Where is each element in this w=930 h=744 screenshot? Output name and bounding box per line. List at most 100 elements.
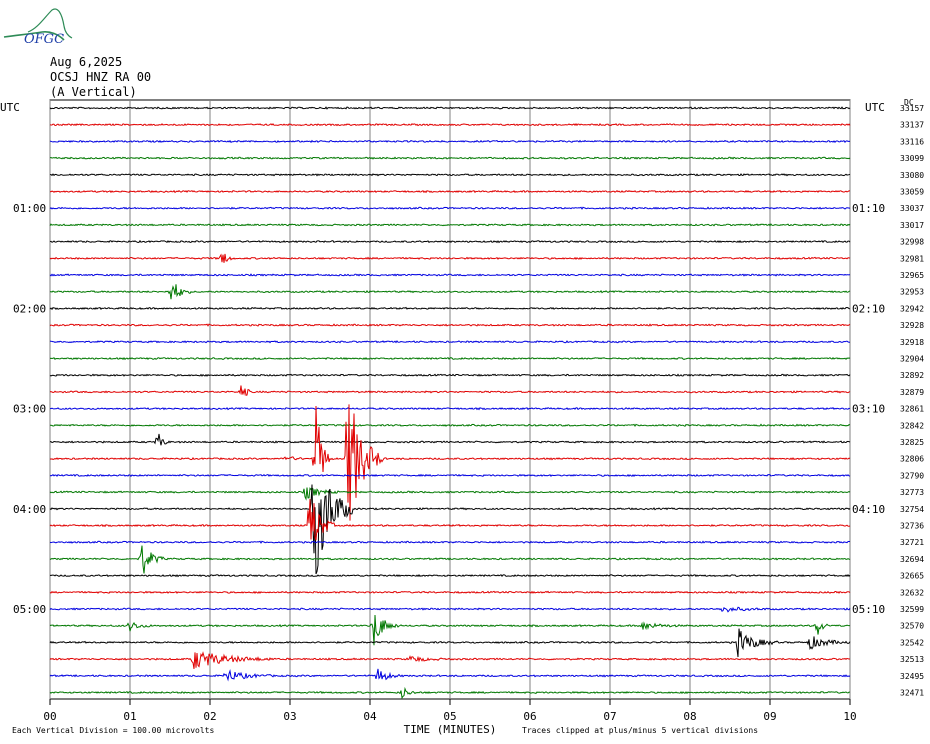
left-time-label: 04:00 (13, 503, 46, 516)
trace-row (49, 106, 851, 110)
x-tick-label: 04 (363, 710, 377, 723)
dc-count-label: 33017 (900, 221, 924, 230)
dc-count-label: 32632 (900, 588, 924, 597)
trace-row (49, 651, 850, 669)
trace-row (49, 323, 851, 327)
trace-row (49, 189, 850, 194)
trace-row (49, 614, 851, 646)
right-time-label: 03:10 (852, 403, 885, 416)
right-time-label: 02:10 (852, 302, 885, 315)
dc-count-label: 33157 (900, 104, 924, 113)
trace-row (49, 423, 851, 427)
dc-count-label: 32542 (900, 638, 924, 647)
trace-row (49, 253, 851, 263)
dc-count-label: 32918 (900, 338, 924, 347)
trace-row (49, 668, 851, 682)
axis-labels: 00 01 02 03 04 05 06 07 08 09 10 33157 33137 33116 330… (13, 104, 924, 723)
left-time-label: 05:00 (13, 603, 46, 616)
trace-row (49, 498, 851, 541)
dc-count-label: 32736 (900, 522, 924, 531)
ofgc-logo: OFGC (3, 8, 73, 46)
trace-row (49, 139, 851, 143)
trace-row (49, 340, 851, 344)
clip-note: Traces clipped at plus/minus 5 vertical … (522, 726, 758, 735)
right-time-label: 01:10 (852, 202, 885, 215)
x-tick-label: 05 (443, 710, 456, 723)
x-tick-label: 08 (683, 710, 696, 723)
date-label: Aug 6,2025 (50, 55, 123, 69)
component-label: (A Vertical) (50, 85, 137, 99)
right-time-label: 05:10 (852, 603, 885, 616)
trace-row (49, 433, 851, 446)
scale-note: Each Vertical Division = 100.00 microvol… (12, 726, 214, 735)
dc-count-label: 32953 (900, 288, 924, 297)
trace-row (49, 590, 851, 594)
trace-row (49, 484, 851, 575)
trace-row (49, 284, 851, 300)
logo-text: OFGC (24, 32, 64, 46)
dc-count-label: 32981 (900, 254, 924, 263)
dc-count-label: 32773 (900, 488, 924, 497)
trace-row (49, 573, 851, 578)
grid-lines (49, 99, 851, 705)
station-label: OCSJ HNZ RA 00 (50, 70, 152, 84)
x-tick-label: 02 (203, 710, 216, 723)
dc-count-label: 32892 (900, 371, 924, 380)
trace-row (49, 628, 851, 658)
dc-count-label: 32721 (900, 538, 924, 547)
dc-count-label: 32861 (900, 405, 924, 414)
dc-count-label: 32495 (900, 672, 924, 681)
x-tick-label: 00 (43, 710, 56, 723)
dc-count-label: 32806 (900, 455, 924, 464)
trace-row (49, 173, 851, 177)
trace-row (49, 473, 851, 478)
trace-row (49, 306, 851, 311)
logo-peak (27, 8, 73, 39)
trace-row (49, 122, 851, 127)
trace-row (49, 385, 851, 396)
x-axis-title: TIME (MINUTES) (404, 723, 497, 736)
x-tick-label: 03 (283, 710, 296, 723)
trace-row (49, 545, 851, 574)
dc-count-label: 33037 (900, 204, 924, 213)
trace-row (49, 686, 850, 700)
trace-row (49, 404, 851, 521)
trace-row (49, 540, 851, 544)
dc-count-label: 32825 (900, 438, 924, 447)
x-tick-label: 01 (123, 710, 136, 723)
trace-row (49, 606, 851, 613)
dc-count-label: 33059 (900, 188, 924, 197)
dc-count-label: 32599 (900, 605, 924, 614)
dc-count-label: 32754 (900, 505, 924, 514)
trace-row (49, 223, 851, 227)
dc-count-label: 32965 (900, 271, 924, 280)
left-time-label: 03:00 (13, 403, 46, 416)
dc-label: DC (904, 98, 914, 107)
trace-row (49, 239, 851, 244)
dc-count-label: 32471 (900, 689, 924, 698)
dc-count-label: 32998 (900, 238, 924, 247)
left-time-label: 02:00 (13, 302, 46, 315)
trace-row (49, 273, 851, 277)
dc-count-label: 33116 (900, 137, 924, 146)
dc-count-label: 33080 (900, 171, 924, 180)
dc-count-label: 32842 (900, 421, 924, 430)
dc-count-label: 33137 (900, 121, 924, 130)
trace-row (49, 373, 851, 377)
dc-count-label: 32928 (900, 321, 924, 330)
traces (49, 106, 851, 700)
trace-row (49, 487, 851, 501)
dc-count-label: 32879 (900, 388, 924, 397)
left-axis-title: UTC (0, 101, 20, 114)
dc-count-label: 32942 (900, 304, 924, 313)
right-time-label: 04:10 (852, 503, 885, 516)
x-tick-label: 10 (843, 710, 856, 723)
dc-count-label: 32904 (900, 355, 924, 364)
dc-count-label: 32790 (900, 471, 924, 480)
dc-count-label: 32694 (900, 555, 924, 564)
trace-row (49, 206, 851, 210)
trace-row (49, 156, 851, 160)
dc-count-label: 32570 (900, 622, 924, 631)
right-axis-title: UTC (865, 101, 885, 114)
